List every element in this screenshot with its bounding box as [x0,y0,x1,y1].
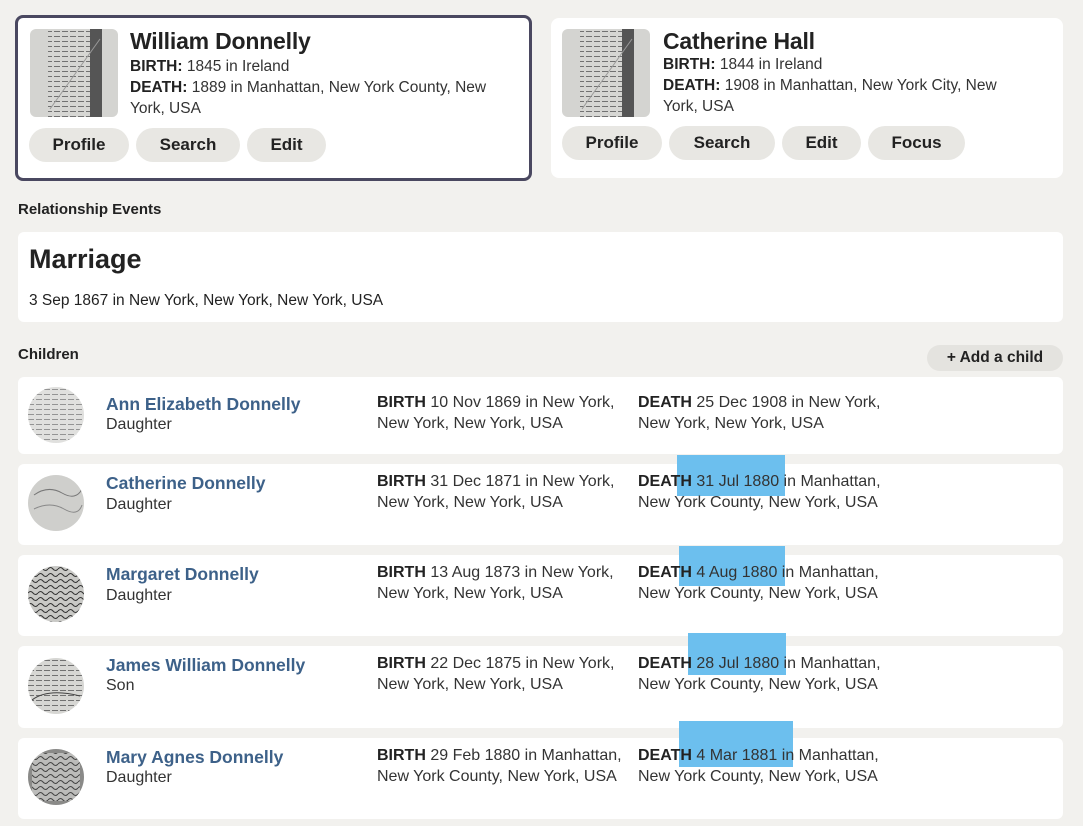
add-child-button[interactable]: + Add a child [927,345,1063,371]
mother-name[interactable]: Catherine Hall [663,28,815,54]
child-row[interactable]: Ann Elizabeth Donnelly Daughter BIRTH 10… [18,377,1063,454]
marriage-title: Marriage [29,244,142,274]
child-relation: Daughter [106,769,172,786]
children-heading: Children [18,346,79,363]
document-record-thumbnail-icon[interactable] [28,475,84,531]
child-birth-value: 29 Feb 1880 in Manhattan, New York Count… [377,747,622,785]
child-name-link[interactable]: Mary Agnes Donnelly [106,747,284,767]
child-relation: Daughter [106,587,172,604]
child-row[interactable]: James William Donnelly Son BIRTH 22 Dec … [18,633,1063,728]
document-record-thumbnail-icon[interactable] [562,29,650,117]
highlight-marker [677,455,785,496]
birth-label: BIRTH [377,747,426,764]
document-record-thumbnail-icon[interactable] [28,566,84,622]
child-birth-value: 31 Dec 1871 in New York, New York, New Y… [377,473,615,511]
child-name-link[interactable]: James William Donnelly [106,655,306,675]
document-record-thumbnail-icon[interactable] [30,29,118,117]
child-birth: BIRTH 10 Nov 1869 in New York, New York,… [377,392,627,434]
birth-label: BIRTH: [663,56,716,73]
child-death-value: 28 Jul 1880 in Manhattan, New York Count… [638,655,881,693]
father-birth: BIRTH: 1845 in Ireland [130,56,490,77]
father-death: DEATH: 1889 in Manhattan, New York Count… [130,77,490,119]
mother-edit-button[interactable]: Edit [782,126,861,160]
father-edit-button[interactable]: Edit [247,128,326,162]
death-label: DEATH [638,473,692,490]
child-birth: BIRTH 31 Dec 1871 in New York, New York,… [377,471,627,513]
relationship-events-heading: Relationship Events [18,201,162,218]
child-death: DEATH 4 Aug 1880 in Manhattan, New York … [638,562,888,604]
birth-label: BIRTH [377,655,426,672]
child-relation: Daughter [106,496,172,513]
child-birth-value: 13 Aug 1873 in New York, New York, New Y… [377,564,614,602]
child-name-link[interactable]: Margaret Donnelly [106,564,259,584]
child-name-link[interactable]: Catherine Donnelly [106,473,266,493]
death-label: DEATH: [130,79,188,96]
child-row[interactable]: Mary Agnes Donnelly Daughter BIRTH 29 Fe… [18,721,1063,819]
father-profile-button[interactable]: Profile [29,128,129,162]
birth-label: BIRTH: [130,58,183,75]
father-death-value: 1889 in Manhattan, New York County, New … [130,79,487,117]
birth-label: BIRTH [377,473,426,490]
father-facts: BIRTH: 1845 in Ireland DEATH: 1889 in Ma… [130,56,490,119]
mother-death: DEATH: 1908 in Manhattan, New York City,… [663,75,1033,117]
mother-focus-button[interactable]: Focus [868,126,965,160]
child-birth-value: 10 Nov 1869 in New York, New York, New Y… [377,394,615,432]
document-record-thumbnail-icon[interactable] [28,387,84,443]
death-label: DEATH [638,747,692,764]
child-death-value: 4 Mar 1881 in Manhattan, New York County… [638,747,879,785]
document-record-thumbnail-icon[interactable] [28,658,84,714]
child-birth: BIRTH 22 Dec 1875 in New York, New York,… [377,653,627,695]
birth-label: BIRTH [377,564,426,581]
highlight-marker [688,633,786,675]
mother-death-value: 1908 in Manhattan, New York City, New Yo… [663,77,997,115]
father-name[interactable]: William Donnelly [130,28,311,54]
child-birth: BIRTH 29 Feb 1880 in Manhattan, New York… [377,745,627,787]
father-birth-value: 1845 in Ireland [186,58,290,75]
child-relation: Son [106,677,135,694]
child-birth: BIRTH 13 Aug 1873 in New York, New York,… [377,562,627,604]
mother-card[interactable]: Catherine Hall BIRTH: 1844 in Ireland DE… [551,18,1063,178]
death-label: DEATH: [663,77,721,94]
marriage-detail: 3 Sep 1867 in New York, New York, New Yo… [29,292,384,309]
highlight-marker [679,721,793,767]
child-death: DEATH 4 Mar 1881 in Manhattan, New York … [638,745,888,787]
child-row[interactable]: Margaret Donnelly Daughter BIRTH 13 Aug … [18,546,1063,636]
mother-birth: BIRTH: 1844 in Ireland [663,54,1033,75]
mother-profile-button[interactable]: Profile [562,126,662,160]
child-death-value: 4 Aug 1880 in Manhattan, New York County… [638,564,879,602]
child-row[interactable]: Catherine Donnelly Daughter BIRTH 31 Dec… [18,455,1063,545]
highlight-marker [679,546,785,586]
mother-facts: BIRTH: 1844 in Ireland DEATH: 1908 in Ma… [663,54,1033,117]
child-birth-value: 22 Dec 1875 in New York, New York, New Y… [377,655,615,693]
child-relation: Daughter [106,416,172,433]
birth-label: BIRTH [377,394,426,411]
child-death-value: 25 Dec 1908 in New York, New York, New Y… [638,394,881,432]
death-label: DEATH [638,655,692,672]
marriage-event-card[interactable]: Marriage 3 Sep 1867 in New York, New Yor… [18,232,1063,322]
death-label: DEATH [638,564,692,581]
child-death: DEATH 28 Jul 1880 in Manhattan, New York… [638,653,888,695]
child-name-link[interactable]: Ann Elizabeth Donnelly [106,394,301,414]
mother-search-button[interactable]: Search [669,126,775,160]
document-record-thumbnail-icon[interactable] [28,749,84,805]
child-death: DEATH 25 Dec 1908 in New York, New York,… [638,392,888,434]
child-death-value: 31 Jul 1880 in Manhattan, New York Count… [638,473,881,511]
father-card[interactable]: William Donnelly BIRTH: 1845 in Ireland … [15,15,532,181]
father-search-button[interactable]: Search [136,128,240,162]
child-death: DEATH 31 Jul 1880 in Manhattan, New York… [638,471,888,513]
death-label: DEATH [638,394,692,411]
mother-birth-value: 1844 in Ireland [719,56,823,73]
